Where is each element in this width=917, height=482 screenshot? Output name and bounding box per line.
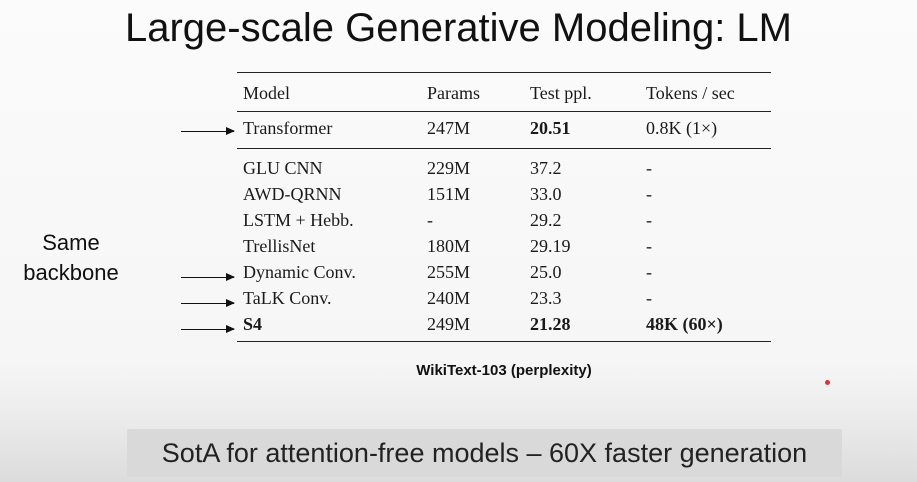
table-row: AWD-QRNN 151M 33.0 -	[237, 181, 771, 207]
cell-ppl: 33.0	[530, 184, 562, 204]
cell-params: 151M	[427, 184, 471, 204]
footer-banner: SotA for attention-free models – 60X fas…	[127, 429, 842, 477]
header-model: Model	[243, 83, 290, 103]
cell-params: 249M	[427, 314, 471, 334]
cell-tokens: -	[646, 184, 652, 204]
slide-title: Large-scale Generative Modeling: LM	[124, 6, 792, 50]
cell-ppl: 20.51	[530, 118, 571, 138]
cell-model: S4	[243, 314, 263, 334]
table-row: Transformer 247M 20.51 0.8K (1×)	[237, 112, 771, 142]
cell-model: Transformer	[243, 118, 333, 138]
cell-tokens: -	[646, 158, 652, 178]
table-row: LSTM + Hebb. - 29.2 -	[237, 207, 771, 233]
header-params: Params	[427, 83, 480, 103]
header-tokens-per-sec: Tokens / sec	[646, 83, 735, 103]
cell-tokens: -	[646, 288, 652, 308]
table-bottom-rule	[237, 341, 771, 342]
results-table: Model Params Test ppl. Tokens / sec Tran…	[237, 72, 771, 342]
table-header-rule	[237, 111, 771, 112]
cell-params: 247M	[427, 118, 471, 138]
table-header-row: Model Params Test ppl. Tokens / sec	[237, 73, 771, 111]
arrow-right-icon	[181, 299, 235, 307]
header-test-ppl: Test ppl.	[530, 83, 592, 103]
cell-ppl: 37.2	[530, 158, 562, 178]
arrow-right-icon	[181, 273, 235, 281]
cell-tokens: 0.8K (1×)	[646, 118, 718, 138]
table-top-rule	[237, 72, 771, 73]
side-label-line: backbone	[23, 260, 119, 285]
cell-params: 240M	[427, 288, 471, 308]
cell-model: Dynamic Conv.	[243, 262, 356, 282]
cell-tokens: -	[646, 210, 652, 230]
cell-model: GLU CNN	[243, 158, 323, 178]
cell-tokens: -	[646, 236, 652, 256]
table-mid-rule	[237, 148, 771, 149]
cell-params: 180M	[427, 236, 471, 256]
cell-params: 229M	[427, 158, 471, 178]
cell-ppl: 25.0	[530, 262, 562, 282]
cell-params: -	[427, 210, 433, 230]
side-label-line: Same	[42, 230, 100, 255]
arrow-right-icon	[181, 325, 235, 333]
cell-model: AWD-QRNN	[243, 184, 342, 204]
cell-model: TrellisNet	[243, 236, 316, 256]
cell-tokens: -	[646, 262, 652, 282]
cell-ppl: 29.19	[530, 236, 571, 256]
table-row: S4 249M 21.28 48K (60×)	[237, 311, 771, 337]
cell-tokens: 48K (60×)	[646, 314, 723, 334]
arrow-right-icon	[181, 127, 235, 135]
cell-model: LSTM + Hebb.	[243, 210, 354, 230]
table-row: TaLK Conv. 240M 23.3 -	[237, 285, 771, 311]
cell-ppl: 21.28	[530, 314, 571, 334]
table-row: Dynamic Conv. 255M 25.0 -	[237, 259, 771, 285]
cell-model: TaLK Conv.	[243, 288, 332, 308]
table-row: TrellisNet 180M 29.19 -	[237, 233, 771, 259]
same-backbone-label: Same backbone	[12, 228, 130, 288]
table-caption: WikiText-103 (perplexity)	[416, 362, 592, 379]
footer-text: SotA for attention-free models – 60X fas…	[161, 438, 808, 468]
cell-ppl: 29.2	[530, 210, 562, 230]
cell-ppl: 23.3	[530, 288, 562, 308]
laser-pointer-dot	[825, 380, 830, 385]
table-row: GLU CNN 229M 37.2 -	[237, 155, 771, 181]
cell-params: 255M	[427, 262, 471, 282]
